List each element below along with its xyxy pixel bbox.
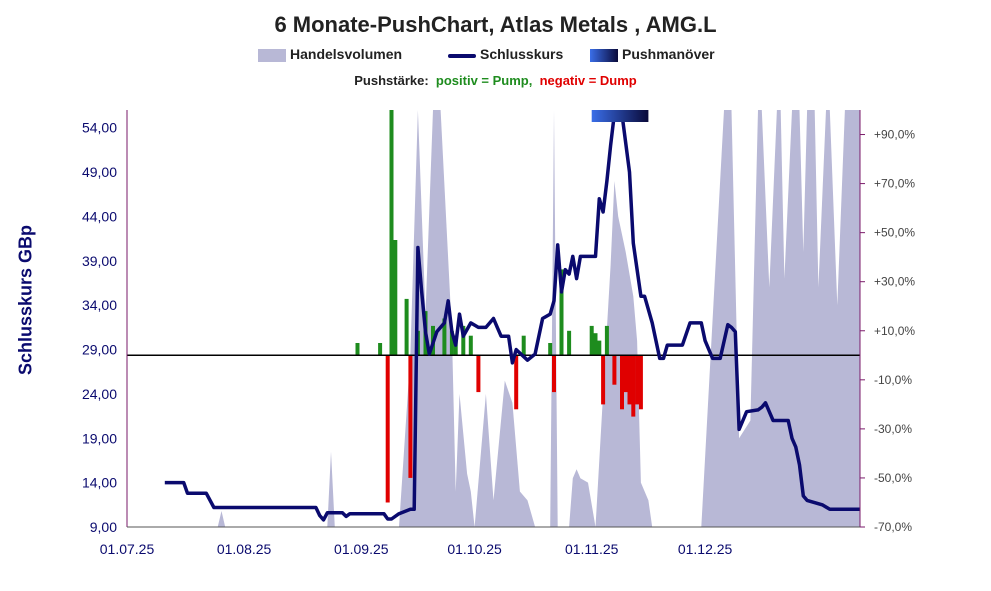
push-bar-19 (552, 355, 556, 393)
y-tick-label: 34,00 (82, 297, 117, 313)
push-bar-24 (597, 340, 602, 356)
volume-area (217, 110, 860, 527)
push-bar-0 (355, 343, 360, 356)
y-tick-label: 9,00 (90, 519, 117, 535)
legend-close-swatch (448, 54, 476, 58)
push-bar-10 (442, 318, 447, 356)
y-tick-label: 49,00 (82, 164, 117, 180)
y2-tick-label: +10,0% (874, 324, 915, 338)
legend-volume-swatch (258, 49, 286, 62)
y2-tick-label: -70,0% (874, 520, 912, 534)
x-tick-label: 01.08.25 (217, 541, 272, 557)
push-bar-18 (548, 343, 553, 356)
push-bar-20 (559, 269, 564, 356)
push-bar-22 (589, 325, 594, 356)
push-bar-14 (468, 335, 473, 356)
push-strength-negative: negativ = Dump (539, 73, 637, 88)
y2-tick-label: +70,0% (874, 177, 915, 191)
y2-tick-label: -30,0% (874, 422, 912, 436)
push-bar-32 (635, 355, 640, 405)
push-bar-2 (385, 355, 390, 503)
push-bar-16 (514, 355, 519, 410)
y-tick-label: 54,00 (82, 120, 117, 136)
push-bar-27 (612, 355, 617, 385)
y2-tick-label: +30,0% (874, 275, 915, 289)
push-bar-6 (408, 355, 413, 478)
y-tick-label: 44,00 (82, 209, 117, 225)
x-tick-label: 01.10.25 (447, 541, 502, 557)
push-bar-31 (631, 355, 636, 417)
push-bar-1 (378, 343, 383, 356)
push-bar-21 (567, 330, 572, 356)
push-maneuver-bar (591, 110, 649, 122)
y2-tick-label: -10,0% (874, 373, 912, 387)
y-tick-label: 24,00 (82, 386, 117, 402)
push-bar-33 (638, 355, 643, 410)
y-tick-label: 19,00 (82, 430, 117, 446)
legend-push-swatch (590, 49, 618, 62)
legend: Handelsvolumen Schlusskurs Pushmanöver (0, 46, 991, 64)
x-tick-label: 01.09.25 (334, 541, 389, 557)
push-bar-13 (461, 325, 466, 356)
y-tick-label: 14,00 (82, 475, 117, 491)
push-bar-25 (601, 355, 606, 405)
push-bar-3 (389, 110, 394, 356)
push-strength-note: Pushstärke: positiv = Pump, negativ = Du… (0, 73, 991, 88)
legend-close-label: Schlusskurs (480, 46, 564, 62)
x-tick-label: 01.12.25 (678, 541, 733, 557)
push-bar-23 (593, 333, 598, 356)
push-strength-positive: positiv = Pump, (435, 73, 533, 88)
push-bar-15 (476, 355, 481, 393)
y-tick-label: 29,00 (82, 342, 117, 358)
push-bar-11 (449, 330, 454, 356)
chart-title: 6 Monate-PushChart, Atlas Metals , AMG.L (274, 12, 717, 37)
y2-tick-label: -50,0% (874, 471, 912, 485)
push-bar-26 (604, 325, 609, 356)
legend-volume-label: Handelsvolumen (290, 46, 403, 62)
y2-tick-label: +50,0% (874, 226, 915, 240)
legend-push-label: Pushmanöver (622, 46, 715, 62)
push-strength-label: Pushstärke: (354, 73, 429, 88)
push-bar-4 (393, 240, 398, 356)
push-bar-17 (521, 335, 526, 356)
x-tick-label: 01.11.25 (565, 541, 619, 557)
y-tick-label: 39,00 (82, 253, 117, 269)
push-bar-5 (404, 298, 409, 356)
push-bar-28 (620, 355, 624, 410)
close-price-line (164, 111, 860, 522)
push-bar-29 (623, 355, 628, 393)
x-tick-label: 01.07.25 (100, 541, 155, 557)
push-bar-30 (627, 355, 632, 405)
y2-tick-label: +90,0% (874, 128, 915, 142)
